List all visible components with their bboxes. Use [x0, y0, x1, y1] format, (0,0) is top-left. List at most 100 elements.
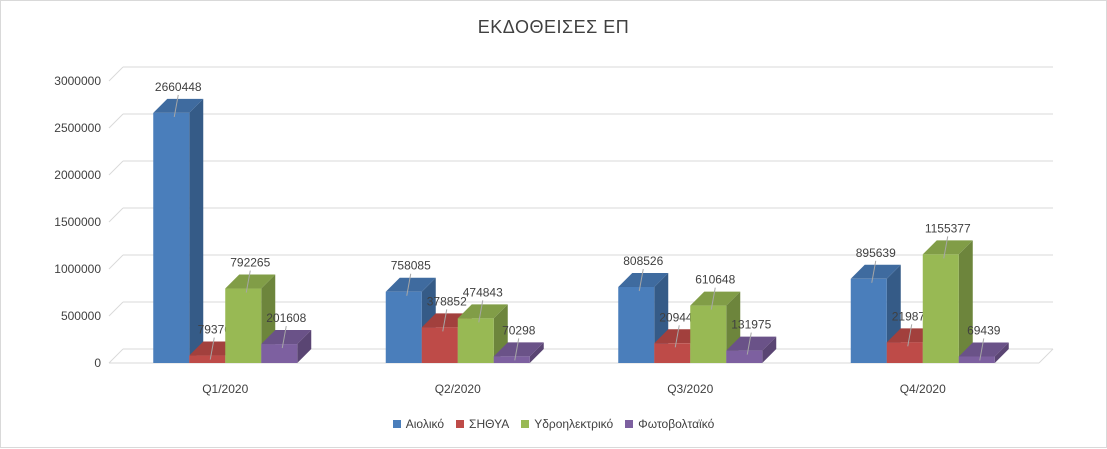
data-label: 474843	[463, 285, 503, 299]
data-label-leader	[173, 94, 179, 118]
x-tick-label: Q3/2020	[667, 382, 713, 396]
legend-item: Υδροηλεκτρικό	[521, 417, 613, 431]
data-label-leader	[514, 338, 520, 361]
bar	[654, 343, 691, 363]
data-label: 131975	[731, 318, 771, 332]
y-tick-label: 500000	[61, 309, 101, 323]
data-label-leader	[638, 268, 644, 292]
bar-side	[958, 240, 973, 363]
bar	[690, 305, 727, 363]
bar	[618, 286, 655, 363]
gridline-side	[108, 113, 124, 129]
bar	[493, 356, 530, 363]
gridline-side	[108, 254, 124, 270]
data-label: 1155377	[925, 221, 971, 235]
data-label-leader	[442, 309, 448, 332]
legend-item: ΣΗΘΥΑ	[456, 417, 509, 431]
bar	[850, 278, 887, 363]
data-label-leader	[943, 236, 949, 259]
data-label-leader	[406, 273, 412, 296]
bar-side	[189, 98, 204, 364]
bar	[457, 318, 494, 363]
bar	[726, 350, 763, 363]
data-label-leader	[674, 325, 680, 348]
chart-title: ΕΚΔΟΘΕΙΣΕΣ ΕΠ	[477, 17, 630, 37]
chart-legend: Αιολικό ΣΗΘΥΑ Υδροηλεκτρικό Φωτοβολταϊκό	[1, 417, 1106, 431]
gridline-side	[108, 301, 124, 317]
x-tick-label: Q4/2020	[900, 382, 946, 396]
data-label-leader	[245, 270, 251, 293]
bar	[153, 112, 190, 364]
data-label-leader	[979, 338, 985, 361]
bar	[385, 291, 422, 363]
bar-side	[762, 336, 777, 363]
y-tick-label: 1000000	[54, 262, 101, 276]
bar	[958, 356, 995, 363]
gridline-side	[108, 348, 124, 364]
floor-edge	[1038, 348, 1054, 364]
gridline-side	[108, 207, 124, 223]
y-tick-label: 0	[94, 356, 101, 370]
bar-top	[850, 264, 901, 279]
data-label: 219875	[892, 309, 932, 323]
y-tick-label: 1500000	[54, 215, 101, 229]
bar	[922, 254, 959, 363]
x-tick-label: Q2/2020	[435, 382, 481, 396]
data-label: 209445	[659, 310, 699, 324]
x-tick-label: Q1/2020	[202, 382, 248, 396]
data-label-leader	[209, 337, 215, 360]
bar-top	[385, 277, 436, 292]
bar-top	[225, 274, 276, 289]
data-label: 808526	[623, 254, 663, 268]
bar-side	[994, 342, 1009, 363]
y-tick-label: 2000000	[54, 168, 101, 182]
legend-swatch	[392, 420, 401, 428]
legend-swatch	[521, 420, 530, 428]
gridline-side	[108, 66, 124, 82]
legend-item: Αιολικό	[392, 417, 445, 431]
legend-label: Υδροηλεκτρικό	[534, 417, 614, 431]
bar-side	[297, 330, 312, 363]
bar	[421, 327, 458, 363]
data-label: 792265	[230, 256, 270, 270]
legend-label: Αιολικό	[405, 417, 445, 431]
bar-top	[958, 342, 1009, 357]
bar-top	[922, 240, 973, 255]
data-label: 79376	[198, 323, 232, 337]
bar	[261, 344, 298, 363]
bar	[189, 355, 226, 363]
y-tick-label: 2500000	[54, 121, 101, 135]
bar-side	[529, 342, 544, 363]
bar-top	[690, 291, 741, 306]
bar-top	[493, 342, 544, 357]
data-label: 378852	[427, 294, 467, 308]
data-label: 69439	[967, 323, 1001, 337]
legend-label: ΣΗΘΥΑ	[469, 417, 510, 431]
bar-top	[726, 336, 777, 351]
bar	[886, 342, 923, 363]
bar-top	[261, 330, 312, 345]
bar-top	[153, 98, 204, 113]
data-label: 201608	[266, 311, 306, 325]
data-label: 2660448	[155, 80, 202, 94]
data-label-leader	[907, 324, 913, 347]
legend-item: Φωτοβολταϊκό	[625, 417, 714, 431]
data-label: 610648	[695, 273, 735, 287]
data-label-leader	[871, 260, 877, 283]
legend-label: Φωτοβολταϊκό	[638, 417, 715, 431]
data-label-leader	[746, 332, 752, 355]
gridline-side	[108, 160, 124, 176]
legend-swatch	[456, 420, 465, 428]
data-label: 70298	[502, 323, 536, 337]
data-label-leader	[710, 287, 716, 310]
bar-top	[618, 272, 669, 287]
data-label: 895639	[856, 246, 896, 260]
data-label-leader	[281, 325, 287, 349]
y-tick-label: 3000000	[54, 74, 101, 88]
bar	[225, 288, 262, 363]
legend-swatch	[625, 420, 634, 428]
data-label: 758085	[391, 259, 431, 273]
bar-top	[457, 304, 508, 319]
